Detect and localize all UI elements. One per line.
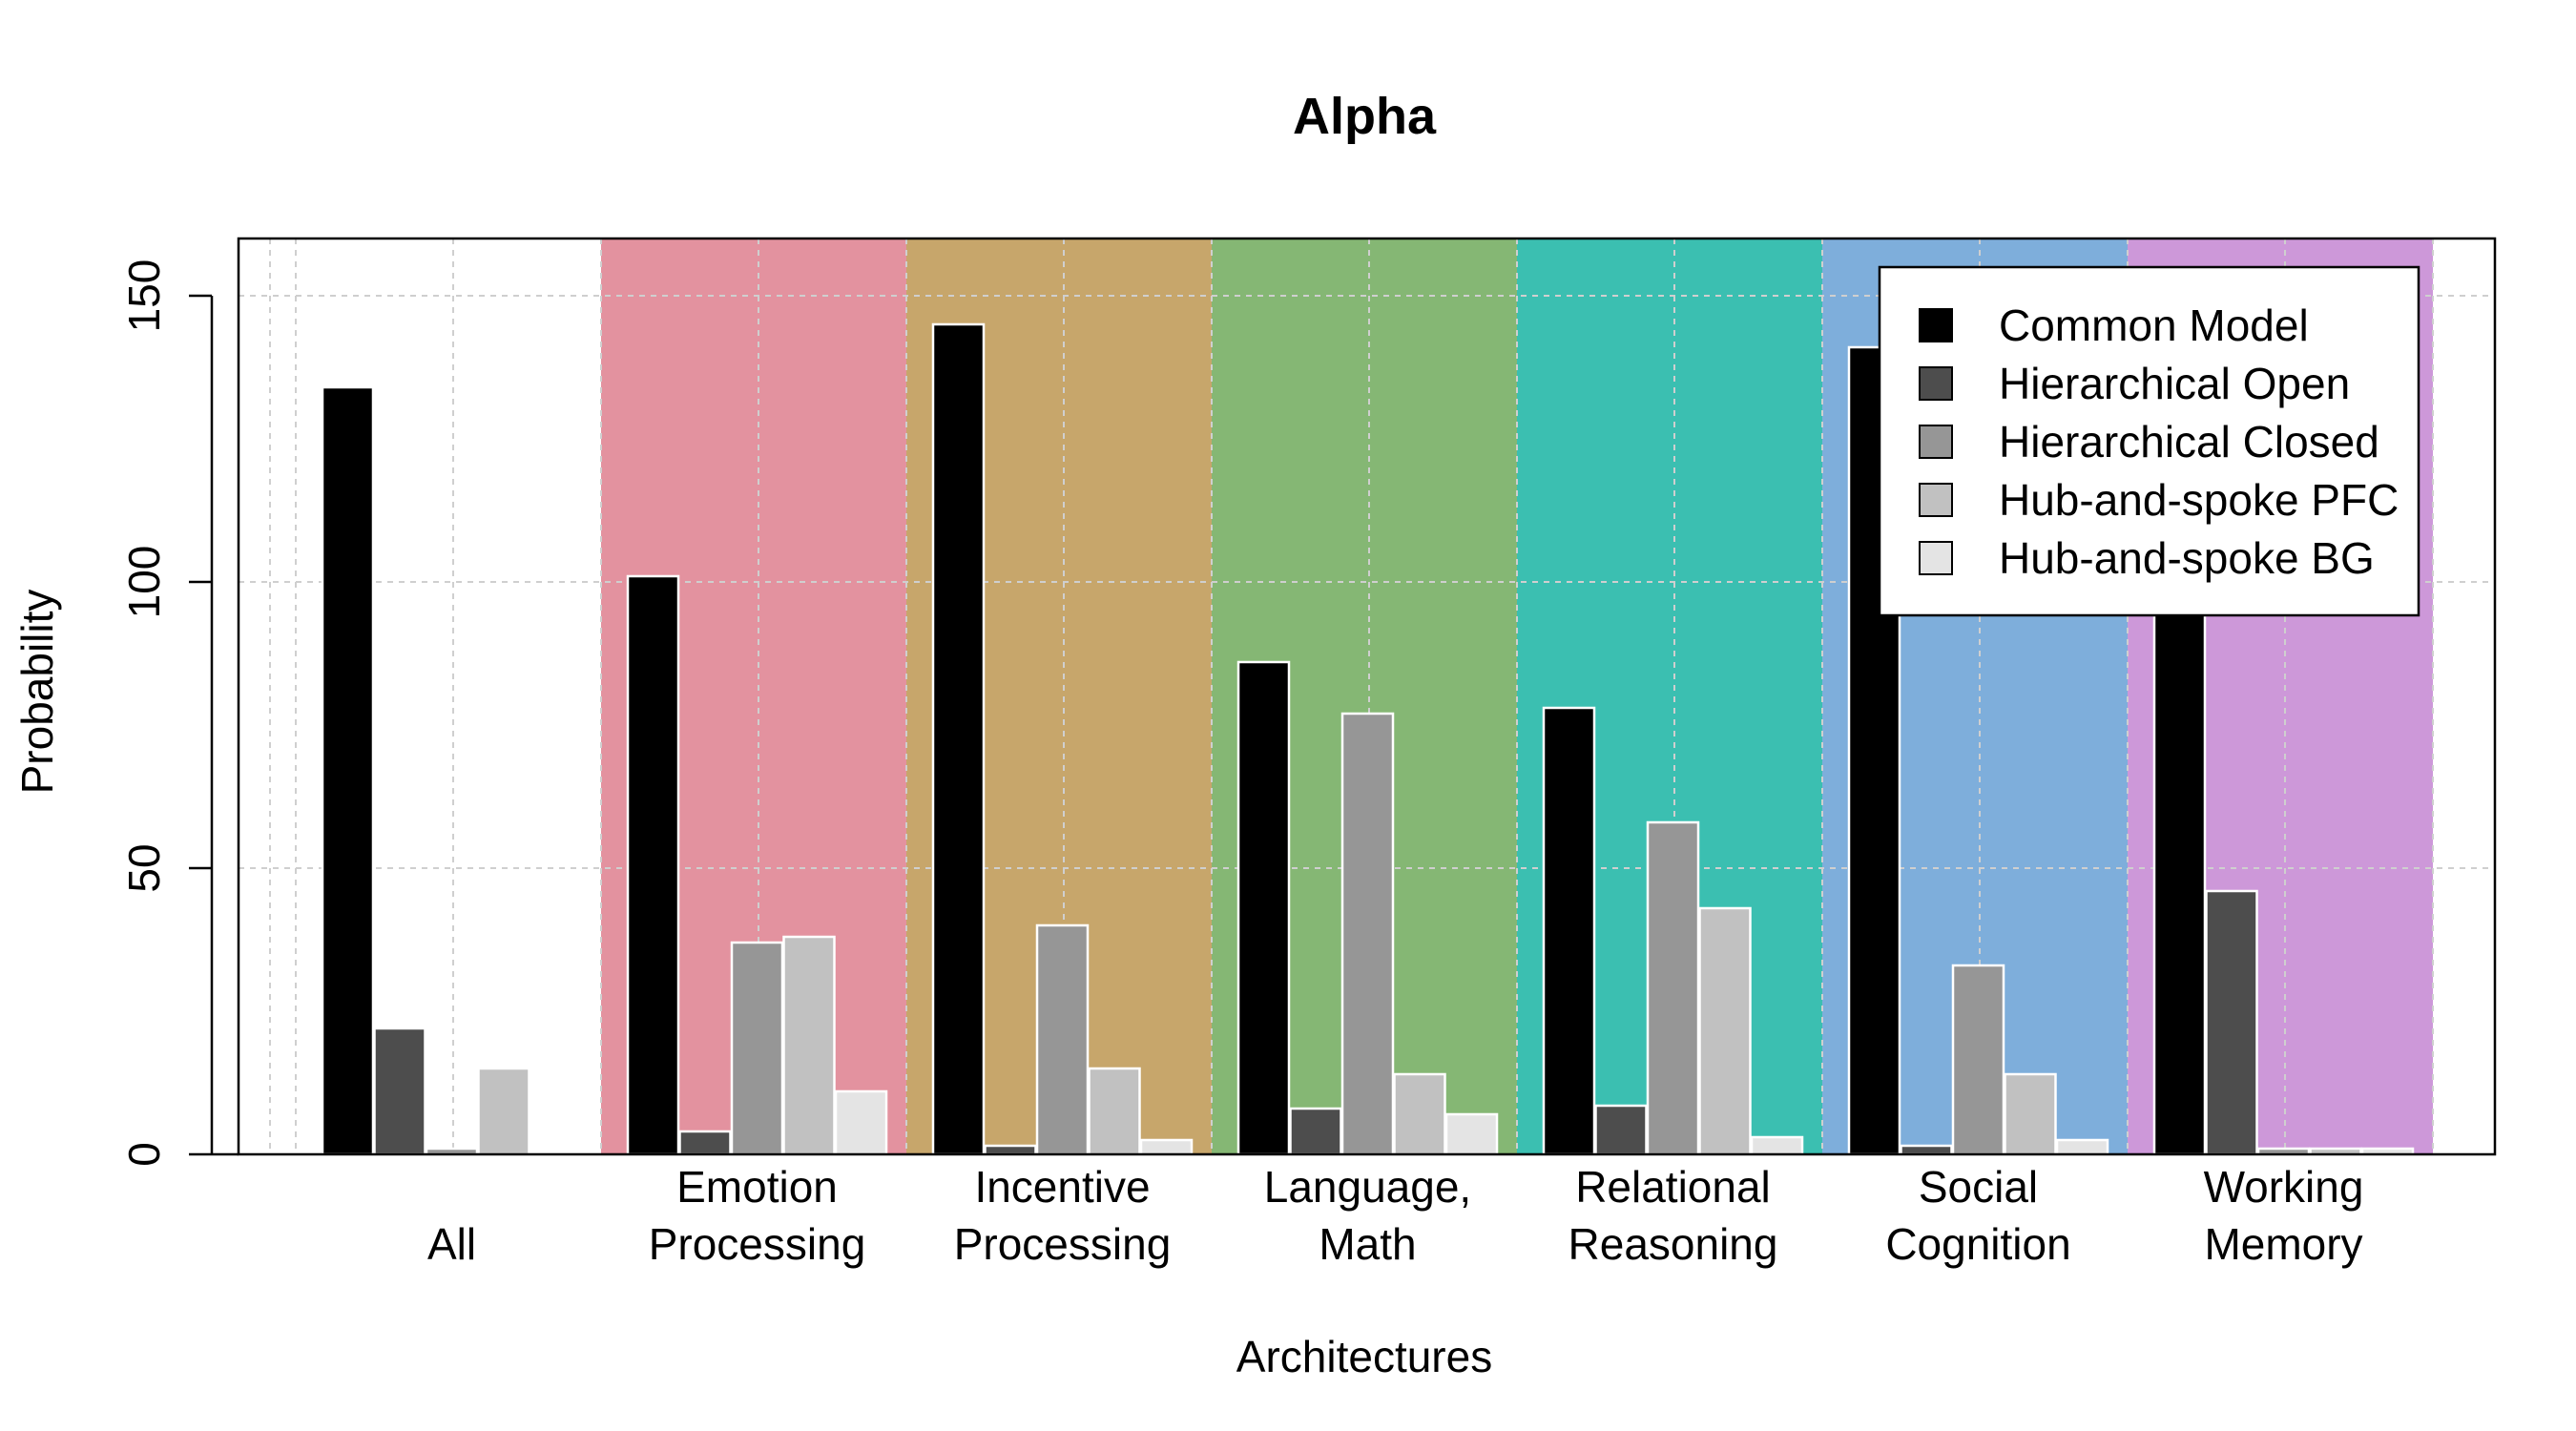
bar bbox=[1393, 1072, 1446, 1156]
bar bbox=[1444, 1112, 1499, 1156]
chart-title: Alpha bbox=[1293, 88, 1437, 145]
bar bbox=[931, 322, 986, 1156]
bar bbox=[1088, 1067, 1141, 1156]
y-tick-label: 0 bbox=[119, 1142, 169, 1167]
bar bbox=[1340, 712, 1395, 1156]
legend-label: Hierarchical Open bbox=[1999, 359, 2350, 408]
x-tick-label: Processing bbox=[954, 1219, 1172, 1269]
x-tick-label: Cognition bbox=[1885, 1219, 2070, 1269]
bar bbox=[1139, 1138, 1194, 1156]
legend-label: Hierarchical Closed bbox=[1999, 417, 2379, 467]
legend-swatch bbox=[1919, 541, 1953, 575]
bar bbox=[373, 1027, 426, 1156]
bar bbox=[2004, 1072, 2057, 1156]
y-tick-label: 150 bbox=[119, 259, 169, 333]
bar bbox=[2205, 889, 2258, 1156]
legend-label: Common Model bbox=[1999, 301, 2309, 350]
bar bbox=[1542, 706, 1596, 1156]
legend-swatch bbox=[1919, 308, 1953, 342]
bar bbox=[984, 1144, 1037, 1156]
x-tick-label: Reasoning bbox=[1568, 1219, 1778, 1269]
bar bbox=[2152, 597, 2207, 1156]
x-tick-label: Relational bbox=[1575, 1162, 1771, 1212]
bar bbox=[1289, 1107, 1342, 1156]
bar bbox=[1900, 1144, 1953, 1156]
bar bbox=[1035, 923, 1090, 1156]
bar bbox=[1236, 660, 1291, 1156]
bar bbox=[1750, 1135, 1804, 1156]
bar bbox=[626, 574, 680, 1156]
bar bbox=[2055, 1138, 2109, 1156]
x-tick-label: Memory bbox=[2204, 1219, 2362, 1269]
bar bbox=[782, 935, 836, 1156]
legend-swatch bbox=[1919, 483, 1953, 517]
x-tick-label: Incentive bbox=[974, 1162, 1150, 1212]
x-axis-title: Architectures bbox=[1236, 1332, 1492, 1381]
x-tick-label: Working bbox=[2204, 1162, 2364, 1212]
legend-label: Hub-and-spoke BG bbox=[1999, 533, 2375, 583]
bar bbox=[678, 1130, 732, 1156]
plot-frame bbox=[237, 237, 2497, 1156]
x-tick-label: Math bbox=[1319, 1219, 1416, 1269]
bar bbox=[477, 1067, 530, 1156]
bar bbox=[1646, 820, 1700, 1156]
x-tick-label: Processing bbox=[649, 1219, 866, 1269]
x-tick-label: Language, bbox=[1264, 1162, 1471, 1212]
legend-box bbox=[1878, 265, 2420, 617]
legend: Common Model Hierarchical Open Hierarchica… bbox=[1878, 265, 2420, 617]
x-tick-label: Emotion bbox=[676, 1162, 838, 1212]
bar bbox=[730, 941, 784, 1156]
y-axis: 0 50 100 150 bbox=[119, 259, 239, 1167]
bar bbox=[1594, 1104, 1648, 1156]
x-axis-labels: All Emotion Processing Incentive Processing L… bbox=[427, 1162, 2364, 1269]
bar bbox=[1698, 906, 1752, 1156]
bar bbox=[321, 385, 375, 1156]
legend-swatch bbox=[1919, 425, 1953, 459]
y-tick-label: 50 bbox=[119, 843, 169, 892]
x-tick-label: Social bbox=[1919, 1162, 2038, 1212]
y-axis-title: Probability bbox=[12, 590, 62, 795]
bar bbox=[1951, 964, 2005, 1156]
legend-label: Hub-and-spoke PFC bbox=[1999, 475, 2399, 525]
x-tick-label: All bbox=[427, 1219, 476, 1269]
bar bbox=[834, 1089, 888, 1156]
legend-swatch bbox=[1919, 366, 1953, 401]
y-tick-label: 100 bbox=[119, 546, 169, 619]
bars bbox=[321, 322, 2415, 1156]
